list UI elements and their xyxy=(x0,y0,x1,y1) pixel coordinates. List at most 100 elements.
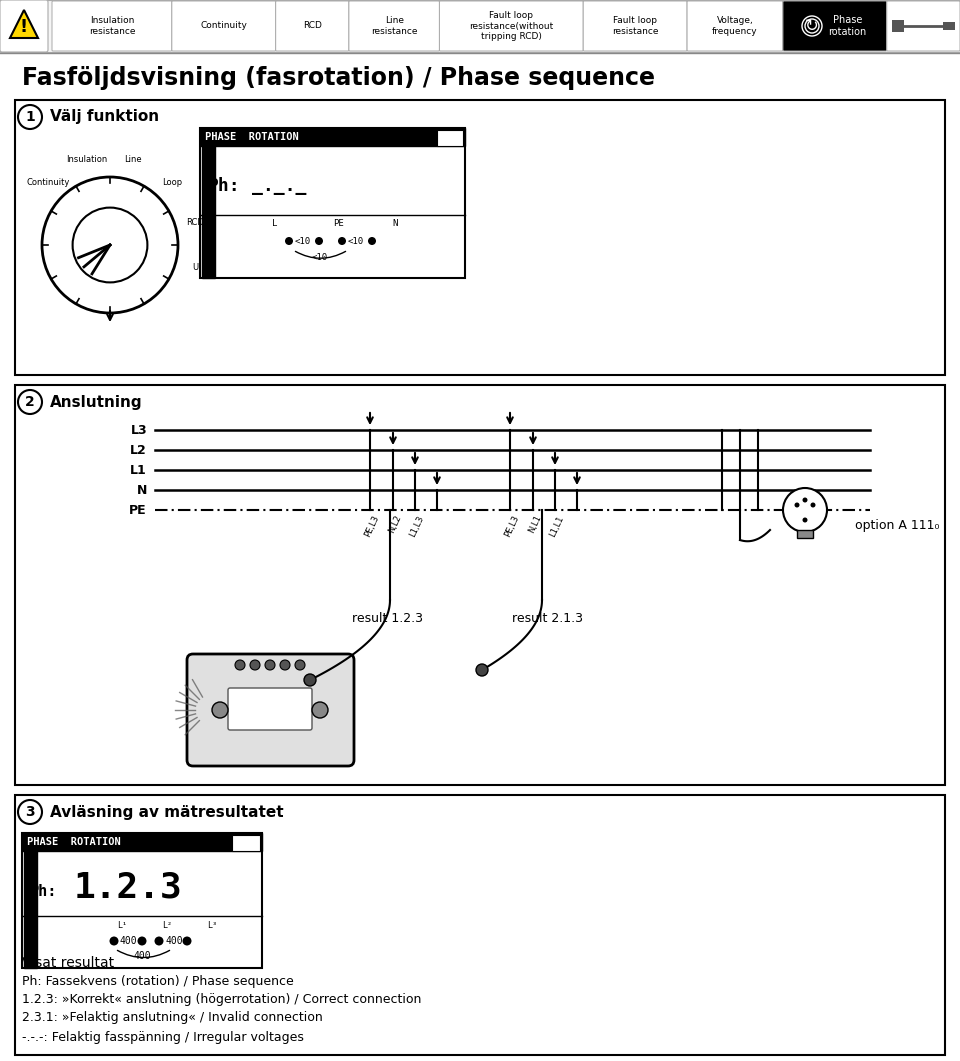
Text: PE: PE xyxy=(130,504,147,517)
Bar xyxy=(943,22,955,30)
FancyBboxPatch shape xyxy=(52,1,172,51)
Text: Avläsning av mätresultatet: Avläsning av mätresultatet xyxy=(50,804,283,819)
Text: L1: L1 xyxy=(131,464,147,476)
Circle shape xyxy=(250,660,260,669)
Text: Fault loop
resistance(without
tripping RCD): Fault loop resistance(without tripping R… xyxy=(469,11,554,41)
FancyBboxPatch shape xyxy=(887,1,960,51)
Text: L¹: L¹ xyxy=(117,921,127,929)
Text: L2: L2 xyxy=(131,443,147,456)
Text: PHASE  ROTATION: PHASE ROTATION xyxy=(27,837,121,847)
Circle shape xyxy=(155,937,163,945)
Text: Phase
rotation: Phase rotation xyxy=(828,15,867,37)
Circle shape xyxy=(18,800,42,824)
Text: 1.2.3: »Korrekt« anslutning (högerrotation) / Correct connection: 1.2.3: »Korrekt« anslutning (högerrotati… xyxy=(22,992,421,1006)
Text: Insulation
resistance: Insulation resistance xyxy=(88,16,135,36)
Bar xyxy=(15,100,945,375)
Text: Visat resultat: Visat resultat xyxy=(22,956,114,970)
Circle shape xyxy=(212,702,228,718)
Circle shape xyxy=(235,660,245,669)
FancyBboxPatch shape xyxy=(440,1,584,51)
Text: PE,L3: PE,L3 xyxy=(503,514,521,539)
Text: PE,L3: PE,L3 xyxy=(363,514,381,539)
Text: 1.2.3: 1.2.3 xyxy=(74,871,182,905)
Circle shape xyxy=(368,237,376,245)
Text: U: U xyxy=(192,263,198,273)
Circle shape xyxy=(338,237,346,245)
Text: N,L2: N,L2 xyxy=(387,514,403,535)
Circle shape xyxy=(315,237,323,245)
Text: _._._: _._._ xyxy=(252,177,306,195)
Circle shape xyxy=(802,16,822,36)
Text: Continuity: Continuity xyxy=(26,178,69,188)
Bar xyxy=(200,128,465,278)
Text: <10: <10 xyxy=(348,237,364,245)
Polygon shape xyxy=(10,10,38,38)
Circle shape xyxy=(803,498,807,503)
Text: RCD: RCD xyxy=(302,21,322,31)
Circle shape xyxy=(73,208,148,282)
Bar xyxy=(0,0,960,52)
Circle shape xyxy=(805,19,819,33)
Text: <10: <10 xyxy=(312,254,328,262)
Text: !: ! xyxy=(20,18,28,36)
FancyBboxPatch shape xyxy=(0,0,48,52)
Bar xyxy=(15,795,945,1055)
Text: <10: <10 xyxy=(295,237,311,245)
Text: Fault loop
resistance: Fault loop resistance xyxy=(612,16,659,36)
Text: PE: PE xyxy=(332,220,344,228)
Text: N: N xyxy=(136,484,147,497)
Text: result 2.1.3: result 2.1.3 xyxy=(513,611,584,625)
Text: L: L xyxy=(273,220,277,228)
Circle shape xyxy=(18,105,42,129)
Text: 400: 400 xyxy=(165,936,182,946)
Bar xyxy=(797,530,813,538)
Circle shape xyxy=(42,177,178,313)
FancyBboxPatch shape xyxy=(783,1,887,51)
Text: Line: Line xyxy=(124,156,141,164)
Bar xyxy=(22,833,262,851)
Text: Voltage,
frequency: Voltage, frequency xyxy=(712,16,757,36)
Bar xyxy=(232,835,260,851)
Text: Loop: Loop xyxy=(162,178,182,188)
Circle shape xyxy=(265,660,275,669)
Text: Ph:: Ph: xyxy=(208,177,241,195)
Text: result 1.2.3: result 1.2.3 xyxy=(352,611,423,625)
FancyBboxPatch shape xyxy=(187,654,354,766)
Circle shape xyxy=(795,503,800,507)
Text: ↻: ↻ xyxy=(805,17,819,35)
FancyBboxPatch shape xyxy=(584,1,687,51)
FancyBboxPatch shape xyxy=(172,1,276,51)
Text: N,L1: N,L1 xyxy=(527,514,543,535)
Circle shape xyxy=(182,937,191,945)
Text: Anslutning: Anslutning xyxy=(50,395,143,410)
Text: -.-.-: Felaktig fasspänning / Irregular voltages: -.-.-: Felaktig fasspänning / Irregular … xyxy=(22,1030,304,1044)
Text: PHASE  ROTATION: PHASE ROTATION xyxy=(205,132,299,142)
Text: L³: L³ xyxy=(207,921,217,929)
Circle shape xyxy=(312,702,328,718)
Text: 2.3.1: »Felaktig anslutning« / Invalid connection: 2.3.1: »Felaktig anslutning« / Invalid c… xyxy=(22,1011,323,1025)
Text: Välj funktion: Välj funktion xyxy=(50,109,159,124)
Text: RCD: RCD xyxy=(186,218,204,227)
Circle shape xyxy=(137,937,147,945)
Text: Line
resistance: Line resistance xyxy=(371,16,418,36)
Circle shape xyxy=(810,503,815,507)
Text: L1,L1: L1,L1 xyxy=(548,514,565,538)
Text: Ph:: Ph: xyxy=(30,884,58,899)
FancyBboxPatch shape xyxy=(228,688,312,730)
Text: 1: 1 xyxy=(25,110,35,124)
FancyBboxPatch shape xyxy=(348,1,440,51)
Bar xyxy=(437,131,463,146)
Text: option A 111₀: option A 111₀ xyxy=(855,519,940,532)
Bar xyxy=(202,146,215,278)
Circle shape xyxy=(109,937,118,945)
Text: 400: 400 xyxy=(133,951,151,961)
Text: Insulation: Insulation xyxy=(66,156,108,164)
Text: 2: 2 xyxy=(25,395,35,408)
FancyBboxPatch shape xyxy=(276,1,348,51)
FancyBboxPatch shape xyxy=(687,1,783,51)
Circle shape xyxy=(18,390,42,414)
Bar xyxy=(200,128,465,146)
Circle shape xyxy=(476,664,488,676)
Bar xyxy=(24,851,37,968)
Text: Continuity: Continuity xyxy=(201,21,247,31)
